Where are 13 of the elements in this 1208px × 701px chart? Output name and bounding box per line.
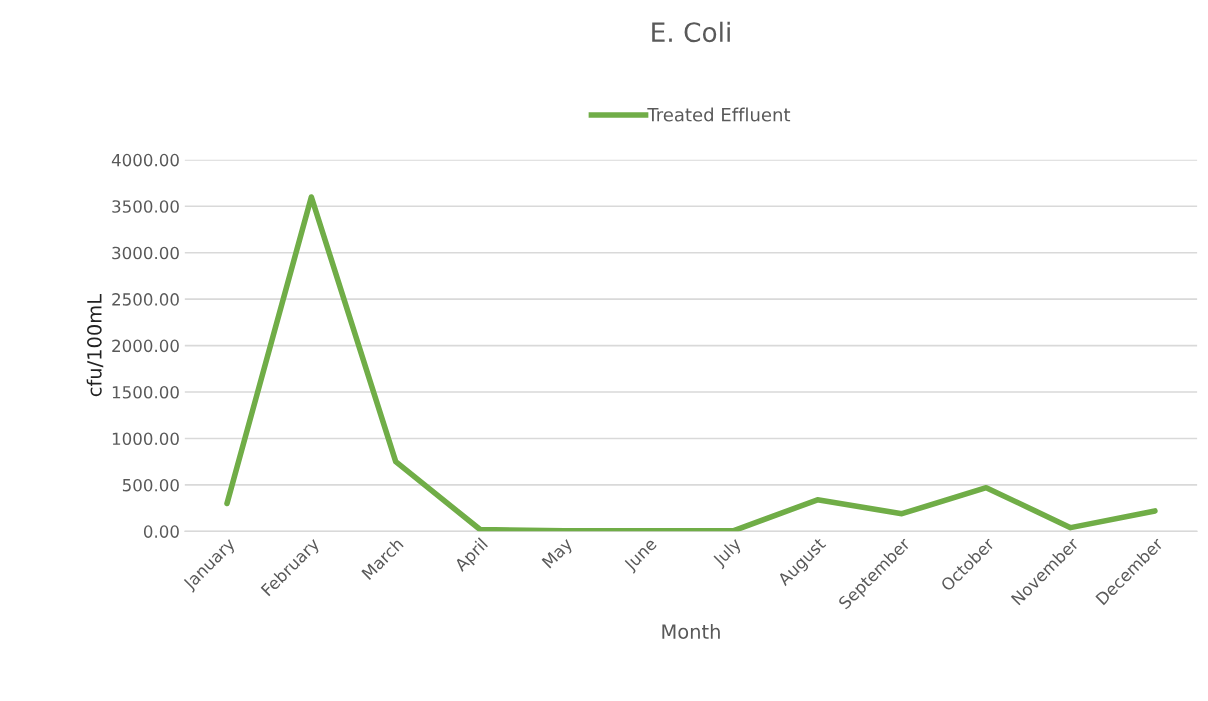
y-axis-title: cfu/100mL bbox=[86, 294, 104, 397]
y-tick-label: 2000.00 bbox=[112, 339, 179, 353]
y-tick-label: 3000.00 bbox=[112, 246, 179, 260]
y-tick-label: 3500.00 bbox=[112, 200, 179, 213]
y-tick-label: 0.00 bbox=[143, 525, 179, 538]
y-tick-label: 500.00 bbox=[122, 478, 179, 492]
chart-title: E. Coli bbox=[652, 21, 730, 43]
y-tick-label: 1500.00 bbox=[112, 386, 179, 399]
y-tick-label: 1000.00 bbox=[112, 432, 179, 446]
x-axis-title: Month bbox=[662, 623, 720, 639]
y-tick-label: 2500.00 bbox=[112, 293, 179, 306]
y-tick-label: 4000.00 bbox=[111, 153, 179, 167]
legend-label: Treated Effluent bbox=[647, 107, 791, 122]
